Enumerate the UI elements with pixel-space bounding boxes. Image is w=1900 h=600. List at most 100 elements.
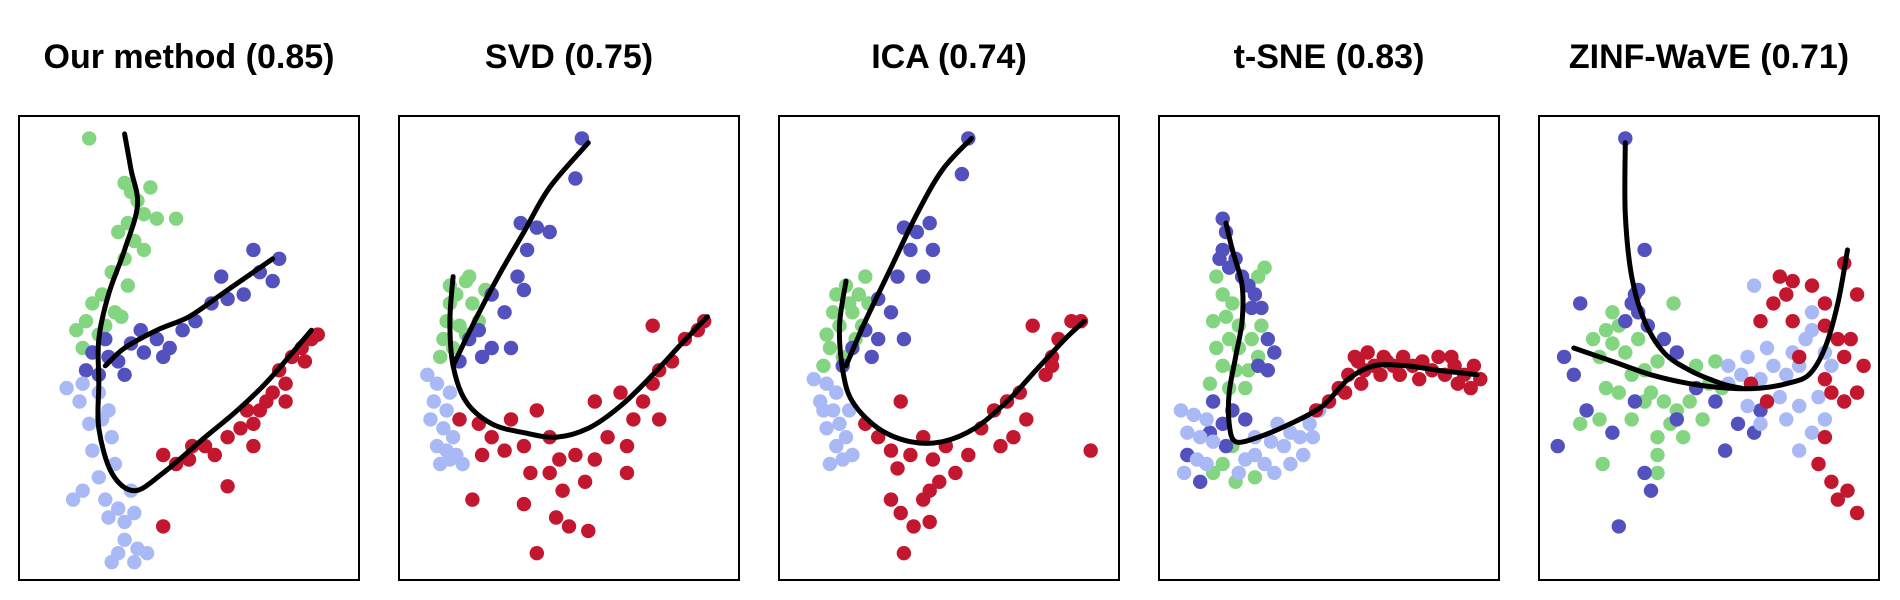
data-point — [819, 421, 834, 436]
data-point — [1669, 412, 1684, 427]
data-point — [1444, 349, 1459, 365]
data-point — [871, 430, 886, 445]
data-point — [883, 443, 899, 458]
data-point — [497, 443, 512, 458]
data-point — [1849, 385, 1865, 400]
data-point — [1772, 269, 1787, 284]
plot-frame — [18, 115, 360, 581]
data-point — [233, 421, 248, 436]
data-point — [136, 207, 152, 222]
data-point — [1804, 305, 1820, 320]
data-point — [1792, 349, 1807, 365]
data-point — [1193, 430, 1208, 445]
data-point — [1740, 398, 1755, 414]
data-point — [82, 131, 97, 146]
chart-panel-4: t-SNE (0.83) — [1158, 0, 1500, 600]
series-green — [433, 269, 493, 365]
data-point — [1044, 358, 1060, 373]
data-point — [1083, 443, 1098, 458]
data-point — [883, 305, 899, 320]
data-point — [1785, 273, 1800, 289]
plot-frame — [398, 115, 740, 581]
data-point — [1650, 465, 1665, 481]
data-point — [1618, 131, 1633, 146]
data-point — [851, 287, 866, 302]
data-point — [426, 394, 441, 409]
chart-panel-5: ZINF-WaVE (0.71) — [1538, 0, 1880, 600]
trajectory-curve — [1223, 220, 1480, 445]
data-point — [104, 430, 119, 445]
data-point — [1631, 331, 1646, 347]
chart-panel-3: ICA (0.74) — [778, 0, 1120, 600]
data-point — [1244, 331, 1259, 347]
data-point — [961, 447, 976, 463]
chart-title: SVD (0.75) — [484, 38, 654, 76]
plot-frame — [1158, 115, 1500, 581]
data-point — [893, 505, 908, 521]
series-blue — [1550, 131, 1768, 534]
data-point — [652, 412, 667, 427]
data-point — [871, 331, 886, 347]
data-point — [568, 171, 583, 186]
chart-title: Our method (0.85) — [43, 38, 335, 76]
data-point — [932, 474, 947, 489]
data-point — [1212, 251, 1227, 266]
data-point — [278, 376, 293, 391]
data-point — [838, 430, 854, 445]
data-point — [1676, 430, 1691, 445]
data-point — [246, 438, 261, 454]
data-point — [577, 474, 593, 489]
data-point — [1218, 309, 1234, 324]
data-point — [1811, 389, 1826, 405]
data-point — [220, 479, 235, 494]
data-point — [1605, 336, 1620, 351]
data-point — [1682, 394, 1697, 409]
data-point — [1205, 314, 1221, 329]
data-point — [143, 180, 158, 195]
data-point — [1637, 242, 1652, 258]
data-point — [207, 447, 222, 463]
data-point — [1173, 403, 1189, 418]
data-point — [149, 331, 164, 347]
data-point — [1431, 349, 1446, 365]
data-point — [1856, 358, 1871, 373]
data-point — [1843, 331, 1858, 347]
data-point — [214, 269, 229, 284]
data-point — [903, 447, 918, 463]
data-point — [149, 211, 164, 226]
data-point — [420, 367, 435, 382]
data-point — [1779, 287, 1794, 302]
data-point — [858, 269, 873, 284]
data-point — [82, 416, 97, 431]
data-point — [529, 220, 544, 235]
data-point — [136, 345, 152, 360]
data-point — [1292, 430, 1308, 445]
data-point — [519, 242, 535, 258]
trajectory-curve — [836, 278, 1087, 446]
data-point — [1573, 416, 1588, 431]
data-point — [1824, 474, 1839, 489]
data-point — [626, 412, 641, 427]
data-point — [829, 385, 844, 400]
data-point — [1579, 403, 1594, 418]
data-point — [819, 376, 834, 391]
data-point — [1450, 376, 1465, 391]
data-point — [1740, 349, 1755, 365]
data-point — [909, 224, 924, 240]
data-point — [168, 211, 184, 226]
data-point — [1643, 483, 1659, 498]
data-point — [1205, 434, 1221, 449]
data-point — [1605, 305, 1620, 320]
data-point — [819, 327, 834, 342]
data-point — [1824, 358, 1839, 373]
data-point — [503, 340, 519, 356]
scatter-plot — [398, 115, 740, 581]
data-point — [503, 412, 519, 427]
data-point — [156, 349, 171, 365]
data-point — [139, 546, 155, 561]
data-point — [1627, 394, 1643, 409]
data-point — [829, 287, 844, 302]
data-point — [893, 394, 908, 409]
data-point — [442, 385, 458, 400]
data-point — [1360, 345, 1375, 360]
